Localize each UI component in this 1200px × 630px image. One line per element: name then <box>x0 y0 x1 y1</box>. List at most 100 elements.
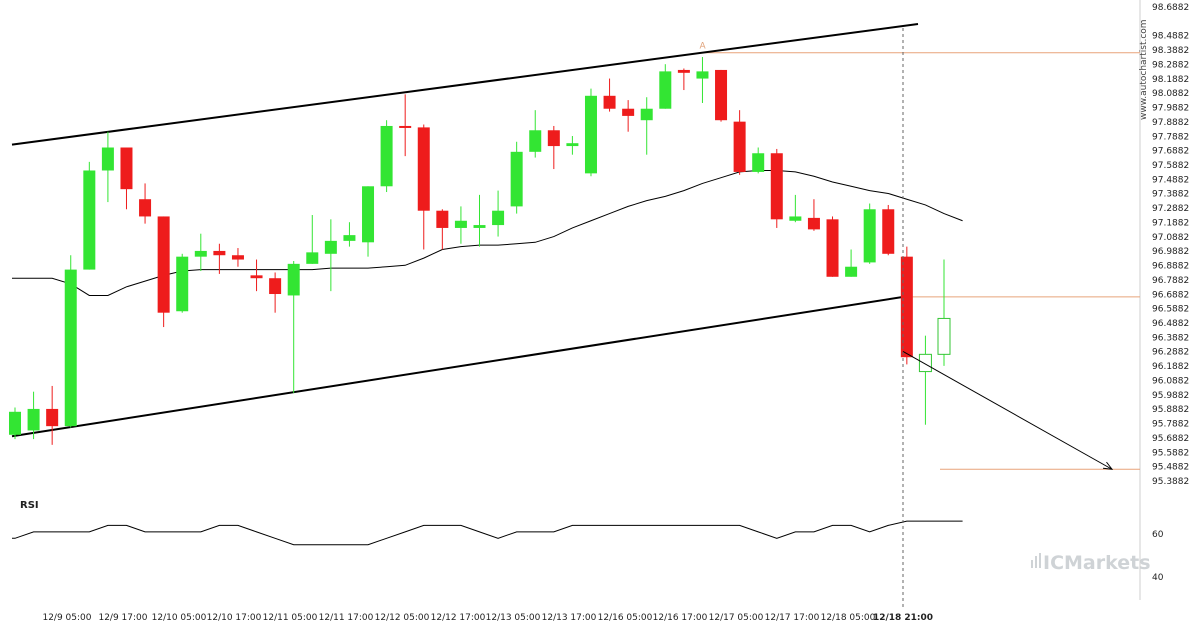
y-tick-label: 95.9882 <box>1152 391 1189 401</box>
candle-body <box>46 408 59 427</box>
y-tick-label: 95.3882 <box>1152 477 1189 487</box>
channel-lines <box>11 22 919 438</box>
candle-body <box>101 147 114 171</box>
x-tick-label: 12/12 17:00 <box>431 613 486 623</box>
x-tick-label: 12/16 05:00 <box>598 613 653 623</box>
candle-body <box>269 278 282 295</box>
candle-body <box>566 143 579 147</box>
y-tick-label: 98.1882 <box>1152 75 1189 85</box>
broker-logo: ICMarkets <box>1031 552 1151 574</box>
x-tick-label: 12/11 17:00 <box>319 613 374 623</box>
x-tick-label: 12/17 17:00 <box>765 613 820 623</box>
y-tick-label: 96.6882 <box>1152 290 1189 300</box>
ma-line <box>12 169 963 296</box>
candle-body <box>529 130 542 152</box>
y-tick-label: 95.4882 <box>1152 463 1189 473</box>
candle-body <box>343 235 356 241</box>
candle-body <box>640 108 653 121</box>
candle-body <box>845 266 858 277</box>
candle-body <box>715 69 728 121</box>
y-tick-label: 96.0882 <box>1152 376 1189 386</box>
projection-arrow-head <box>1103 461 1114 470</box>
y-tick-label: 95.7882 <box>1152 420 1189 430</box>
candle-body <box>157 216 170 313</box>
x-axis-labels: 12/9 05:00 12/9 17:00 12/10 05:00 12/10 17:… <box>42 613 933 623</box>
y-tick-label: 97.5882 <box>1152 161 1189 171</box>
y-tick-label: 98.0882 <box>1152 89 1189 99</box>
candle-body <box>510 151 523 207</box>
y-tick-label: 98.2882 <box>1152 60 1189 70</box>
candle-body <box>9 411 21 435</box>
y-tick-label: 97.1882 <box>1152 218 1189 228</box>
y-tick-label: 97.4882 <box>1152 175 1189 185</box>
candle-body <box>27 408 40 431</box>
y-tick-label: 98.4882 <box>1152 32 1189 42</box>
x-tick-label: 12/13 05:00 <box>486 613 541 623</box>
candle-body <box>492 210 505 226</box>
x-tick-label: 12/16 17:00 <box>653 613 708 623</box>
candle-body <box>733 121 746 172</box>
candle-body <box>231 255 244 260</box>
x-tick-label: 12/10 17:00 <box>207 613 262 623</box>
x-tick-label: 12/17 05:00 <box>709 613 764 623</box>
y-tick-label: 95.6882 <box>1152 434 1189 444</box>
rsi-tick-label: 60 <box>1152 530 1164 540</box>
candle-body <box>770 153 783 220</box>
watermark-site: www.autochartist.com <box>1139 19 1149 120</box>
x-tick-label: 12/9 05:00 <box>42 613 91 623</box>
y-tick-label: 98.6882 <box>1152 3 1189 13</box>
candle-body <box>900 256 913 358</box>
candle-body <box>752 153 765 172</box>
logo-bar-icon <box>1039 553 1041 568</box>
y-tick-label: 96.4882 <box>1152 319 1189 329</box>
candle-body <box>213 250 226 256</box>
candle-body <box>120 147 133 190</box>
x-tick-label: 12/9 17:00 <box>98 613 147 623</box>
y-tick-label: 95.8882 <box>1152 405 1189 415</box>
x-tick-label: 12/18 21:00 <box>873 613 933 623</box>
candle-body <box>659 71 672 109</box>
price-panel: 98.6882 98.4882 98.3882 98.2882 98.1882 98.08… <box>9 0 1189 600</box>
y-tick-label: 96.7882 <box>1152 276 1189 286</box>
candle-body <box>417 127 430 211</box>
candle-body <box>882 209 895 254</box>
projection-arrow-line <box>902 351 1113 470</box>
y-tick-label: 97.0882 <box>1152 233 1189 243</box>
y-tick-label: 96.1882 <box>1152 362 1189 372</box>
candle-body <box>863 209 876 263</box>
candle-body <box>454 220 467 228</box>
x-tick-label: 12/18 05:00 <box>821 613 876 623</box>
y-tick-label: 95.5882 <box>1152 448 1189 458</box>
channel-upper-line <box>11 22 919 146</box>
candle-body <box>139 199 152 217</box>
y-tick-label: 96.9882 <box>1152 247 1189 257</box>
candle-body <box>696 71 709 79</box>
candles <box>9 57 951 445</box>
y-tick-label: 96.2882 <box>1152 348 1189 358</box>
annotations: A <box>699 42 1114 470</box>
logo-bar-icon <box>1031 560 1033 568</box>
candle-body <box>584 95 597 174</box>
x-tick-label: 12/13 17:00 <box>542 613 597 623</box>
candle-body <box>622 108 635 116</box>
moving-average <box>12 169 963 296</box>
candle-body <box>937 317 951 355</box>
rsi-label: RSI <box>20 500 39 511</box>
x-tick-label: 12/12 05:00 <box>375 613 430 623</box>
y-tick-label: 97.2882 <box>1152 204 1189 214</box>
candle-body <box>436 210 449 228</box>
x-tick-label: 12/11 05:00 <box>263 613 318 623</box>
candle-body <box>399 125 412 128</box>
candle-body <box>826 219 839 277</box>
logo-bar-icon <box>1035 556 1037 568</box>
y-axis-labels: 98.6882 98.4882 98.3882 98.2882 98.1882 98.08… <box>1152 3 1189 487</box>
rsi-axis-labels: 60 40 <box>1152 530 1164 583</box>
candle-body <box>306 252 319 264</box>
y-tick-label: 96.5882 <box>1152 305 1189 315</box>
channel-lower-line <box>11 295 904 438</box>
candle-body <box>287 263 300 296</box>
candle-body <box>324 240 337 254</box>
candle-body <box>176 256 189 312</box>
candle-body <box>362 186 375 243</box>
